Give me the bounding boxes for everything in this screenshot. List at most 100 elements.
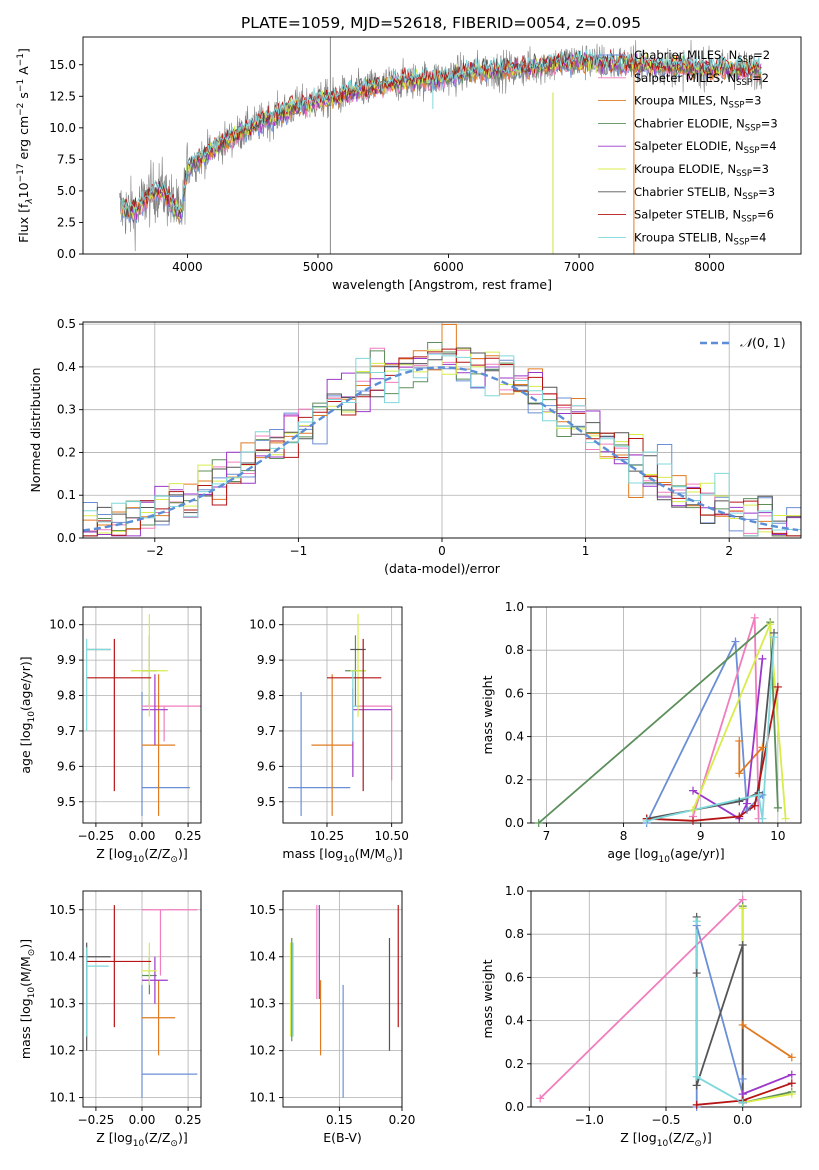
weight-marker — [689, 806, 697, 815]
x-tick-label: 5000 — [303, 260, 334, 274]
panel-age-vs-Z: −0.25 0.00 0.25 9.5 9.6 9.7 9.8 9.9 10.0 Z [log10… — [18, 606, 201, 865]
weight-marker — [692, 917, 701, 926]
x-tick-label: 7 — [543, 829, 551, 843]
weight-marker — [781, 814, 790, 823]
weight-marker — [758, 814, 767, 823]
panel-mass-vs-ebv: 0.15 0.20 10.1 10.2 10.3 10.4 10.5 E(B-V) — [249, 890, 416, 1145]
weight-marker — [735, 812, 744, 821]
legend-label: Chabrier MILES, NSSP​=2 — [634, 48, 770, 65]
y-tick-label: 0.2 — [505, 773, 524, 787]
y-tick-label: 0.4 — [505, 730, 524, 744]
y-tick-label: 10.1 — [49, 1091, 76, 1105]
y-tick-label: 0.4 — [505, 1014, 524, 1028]
x-axis-label: wavelength [Angstrom, rest frame] — [332, 277, 552, 292]
legend-label: 𝒩(0, 1) — [740, 335, 786, 350]
plot-area — [86, 614, 201, 816]
y-tick-label: 9.7 — [57, 724, 76, 738]
x-tick-label: 0 — [438, 544, 446, 558]
y-tick-label: 1.0 — [505, 884, 524, 898]
y-tick-label: 10.0 — [49, 121, 76, 135]
residual-histogram-step — [83, 353, 801, 538]
x-tick-label: 0.15 — [326, 1113, 353, 1127]
x-tick-label: 10.25 — [310, 829, 344, 843]
x-tick-label: 10 — [770, 829, 785, 843]
weight-marker — [758, 654, 767, 663]
x-tick-label: −0.25 — [78, 829, 115, 843]
y-tick-label: 9.9 — [57, 653, 76, 667]
y-tick-label: 0.0 — [57, 247, 76, 261]
y-tick-label: 10.1 — [249, 1091, 276, 1105]
weight-marker — [770, 633, 778, 642]
y-tick-label: 15.0 — [49, 58, 76, 72]
y-tick-label: 0.0 — [505, 816, 524, 830]
x-tick-label: 0.20 — [389, 1113, 416, 1127]
x-axis-label: Z [log10​(Z/Z⊙​)] — [96, 846, 187, 865]
weight-marker — [735, 736, 744, 745]
weight-marker — [787, 1090, 796, 1099]
weight-marker — [758, 743, 767, 752]
panel-weight-vs-Z: −1.0 −0.5 0.0 0.0 0.2 0.4 0.6 0.8 1.0 Z [log10​(Z… — [480, 884, 802, 1149]
legend-label: Kroupa STELIB, NSSP​=4 — [634, 230, 766, 247]
y-tick-label: 10.4 — [49, 950, 76, 964]
x-tick-label: −0.25 — [78, 1113, 115, 1127]
weight-marker — [773, 803, 782, 812]
y-tick-label: 10.2 — [49, 1044, 76, 1058]
y-tick-label: 10.5 — [49, 903, 76, 917]
legend-label: Chabrier STELIB, NSSP​=3 — [634, 185, 775, 202]
y-tick-label: 0.2 — [505, 1057, 524, 1071]
weight-marker — [743, 799, 751, 808]
weight-marker — [787, 1053, 796, 1062]
legend-label: Salpeter ELODIE, NSSP​=4 — [634, 139, 777, 156]
plot-area — [119, 37, 763, 254]
figure-title: PLATE=1059, MJD=52618, FIBERID=0054, z=0… — [241, 14, 641, 32]
y-tick-label: 10.2 — [249, 1044, 276, 1058]
y-tick-label: 9.7 — [257, 724, 276, 738]
y-axis-label: mass [log10​(M/M⊙​)] — [18, 939, 37, 1059]
panel-residuals: −2 −1 0 1 2 0.0 0.1 0.2 0.3 0.4 0.5 (data-model)/er… — [28, 317, 802, 576]
y-tick-label: 0.5 — [57, 317, 76, 331]
x-axis-label: E(B-V) — [323, 1130, 362, 1145]
weight-marker — [750, 613, 759, 622]
y-tick-label: 9.5 — [57, 795, 76, 809]
y-tick-label: 0.0 — [505, 1100, 524, 1114]
y-axis-label: mass weight — [480, 959, 495, 1038]
weight-marker — [750, 801, 759, 810]
model-spectrum-line — [120, 49, 762, 216]
weight-marker — [692, 1081, 701, 1090]
weight-marker — [766, 620, 775, 629]
weight-marker — [692, 1072, 701, 1081]
weight-marker — [738, 1020, 747, 1029]
y-tick-label: 10.3 — [49, 997, 76, 1011]
y-tick-label: 0.6 — [505, 686, 524, 700]
legend-label: Chabrier ELODIE, NSSP​=3 — [634, 116, 778, 133]
x-tick-label: 4000 — [172, 260, 203, 274]
plot-area — [288, 614, 393, 816]
panel-age-vs-mass: 10.25 10.50 9.5 9.6 9.7 9.8 9.9 10.0 mass [log10… — [249, 606, 409, 865]
weight-marker — [731, 637, 740, 646]
y-tick-label: 9.9 — [257, 653, 276, 667]
plot-area — [289, 905, 399, 1098]
x-tick-label: 10.50 — [374, 829, 408, 843]
weight-marker — [787, 1079, 796, 1088]
axes-frame — [282, 606, 403, 824]
axes-frame — [530, 606, 802, 824]
weight-series-line — [539, 898, 744, 1100]
weight-marker — [787, 1070, 796, 1079]
legend-label: Kroupa MILES, NSSP​=3 — [634, 94, 761, 111]
x-axis-label: Z [log10​(Z/Z⊙​)] — [620, 1130, 711, 1149]
x-tick-label: −2 — [146, 544, 164, 558]
legend-label: Salpeter STELIB, NSSP​=6 — [634, 208, 774, 225]
panel-weight-vs-age: 7 8 9 10 0.0 0.2 0.4 0.6 0.8 1.0 age [log10​(age/y… — [480, 600, 802, 865]
x-axis-label: mass [log10​(M/M⊙​)] — [282, 846, 402, 865]
y-tick-label: 9.6 — [57, 759, 76, 773]
y-tick-label: 0.1 — [57, 488, 76, 502]
x-tick-label: −0.5 — [651, 1113, 680, 1127]
x-tick-label: 8 — [620, 829, 628, 843]
weight-marker — [536, 1094, 545, 1103]
y-tick-label: 10.3 — [249, 997, 276, 1011]
y-axis-label: Flux [fλ​10−17​ erg cm−2​ s−1​ A−1​] — [16, 48, 35, 243]
x-tick-label: −1 — [290, 544, 308, 558]
y-tick-label: 0.4 — [57, 360, 76, 374]
